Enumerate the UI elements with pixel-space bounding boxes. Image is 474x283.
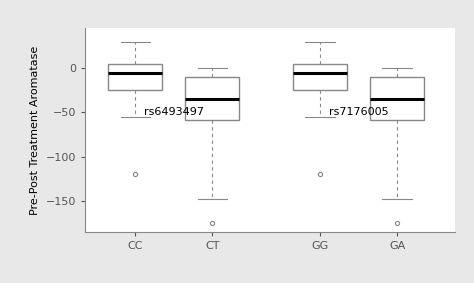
FancyBboxPatch shape xyxy=(185,77,239,119)
Text: rs7176005: rs7176005 xyxy=(329,107,389,117)
FancyBboxPatch shape xyxy=(109,64,162,90)
Y-axis label: Pre-Post Treatment Aromatase: Pre-Post Treatment Aromatase xyxy=(30,46,40,215)
Text: rs6493497: rs6493497 xyxy=(144,107,204,117)
FancyBboxPatch shape xyxy=(370,77,424,119)
FancyBboxPatch shape xyxy=(293,64,347,90)
